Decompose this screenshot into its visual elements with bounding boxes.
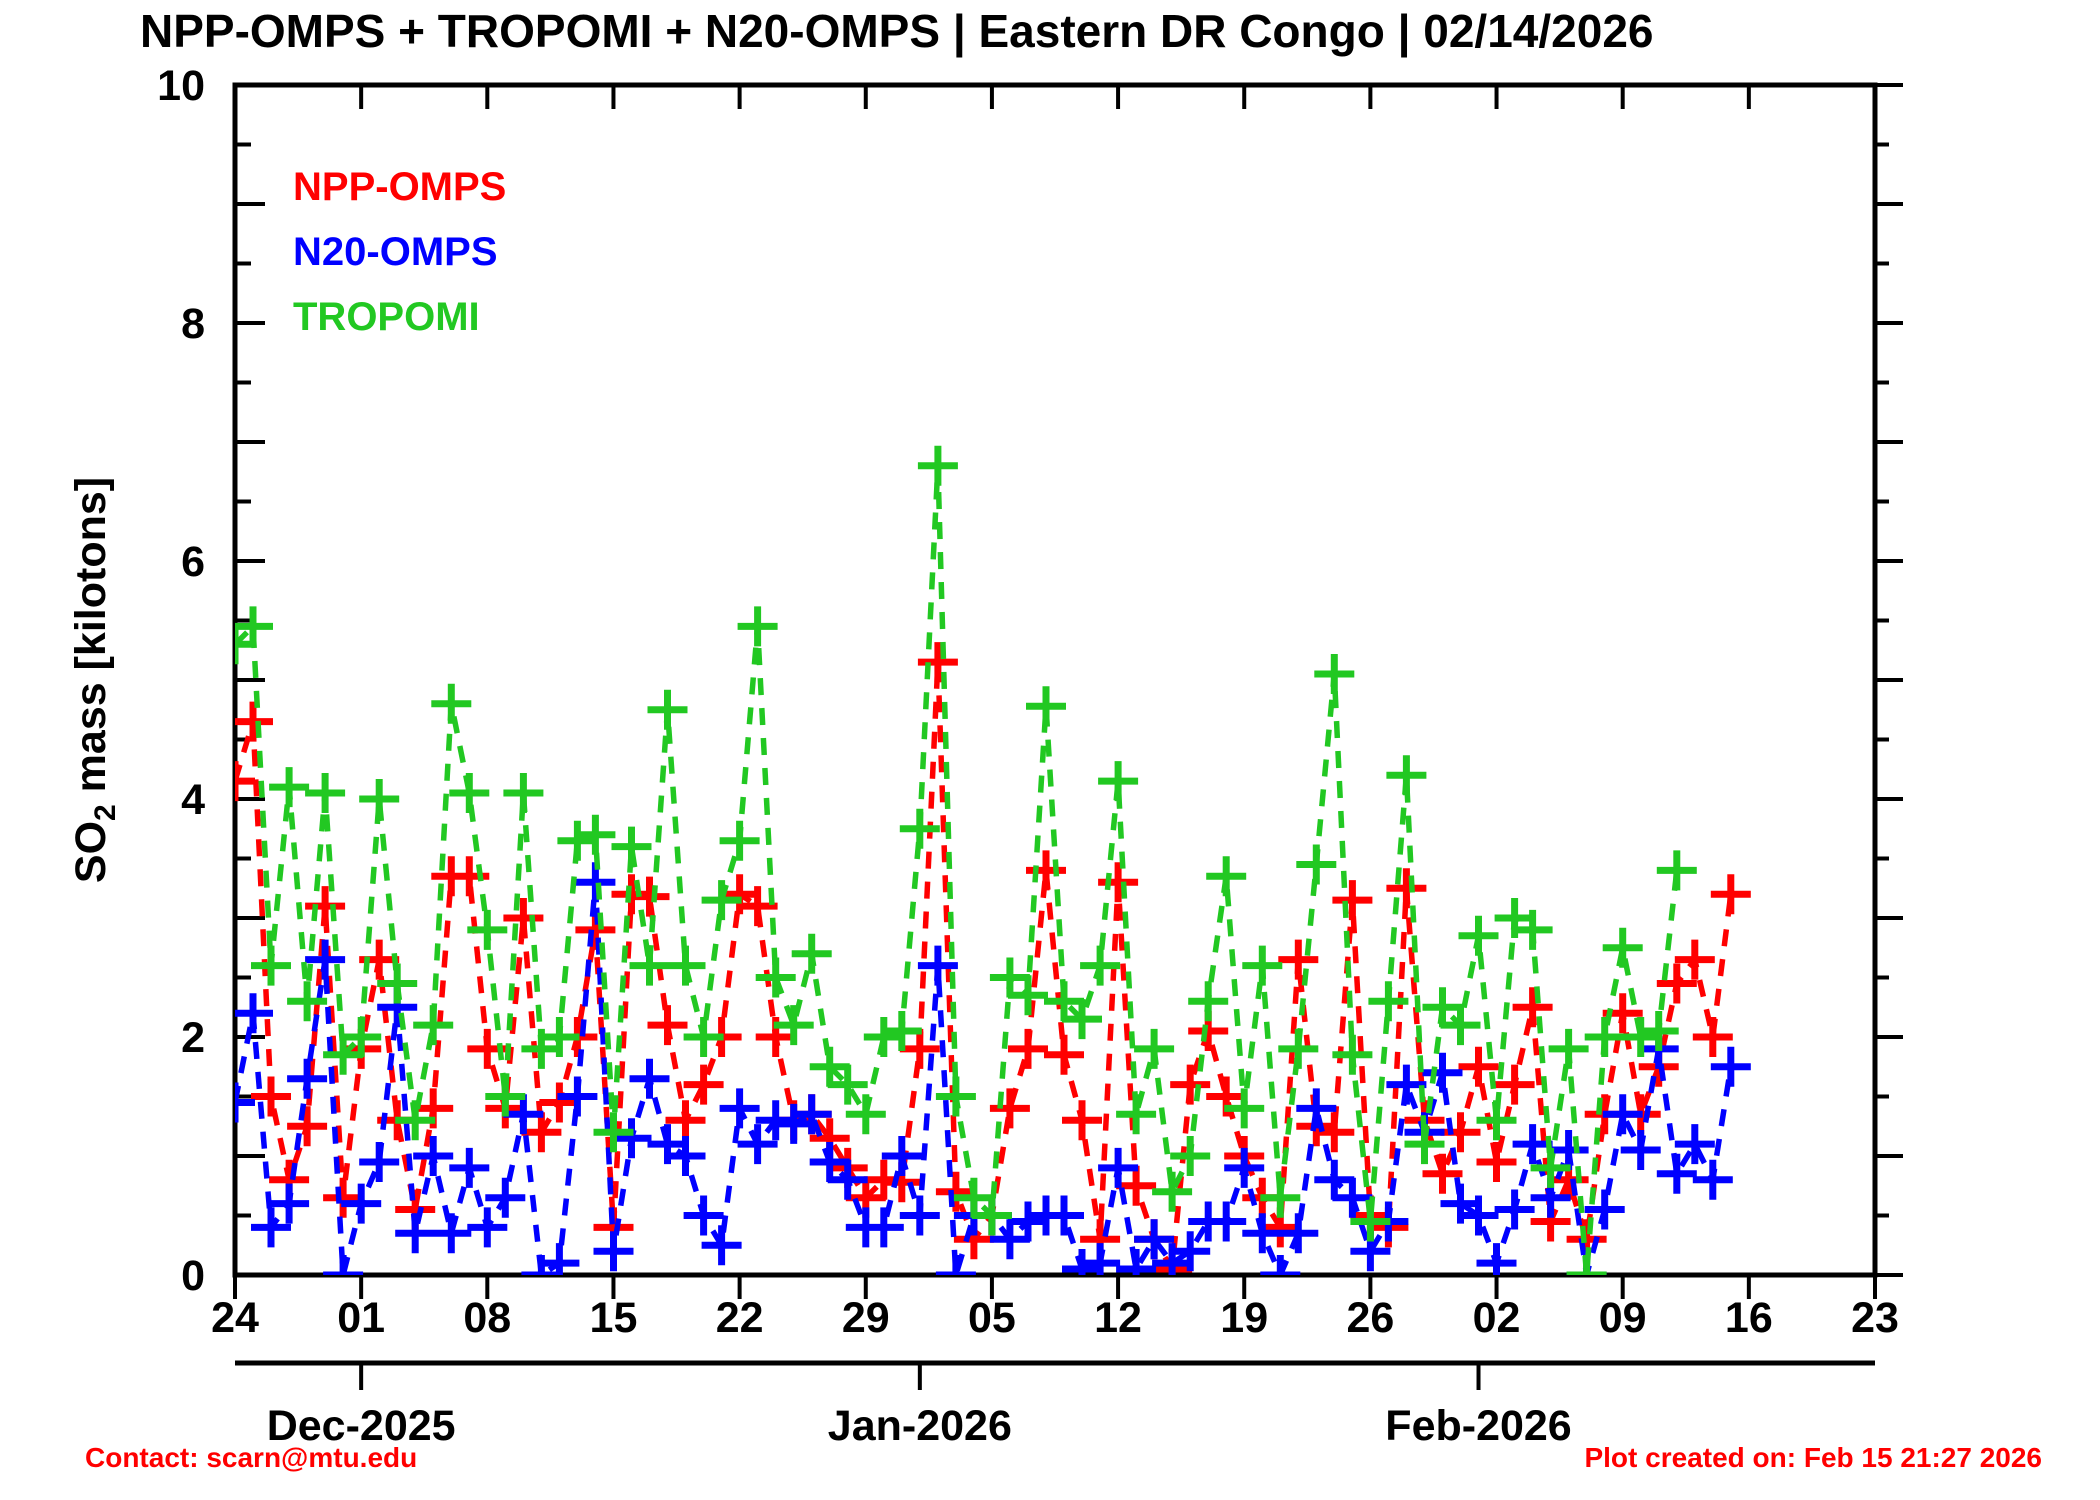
month-label: Jan-2026 <box>828 1402 1012 1450</box>
x-tick-label: 16 <box>1725 1294 1773 1342</box>
y-axis-title: SO2 mass [kilotons] <box>67 477 123 883</box>
y-axis-title-pre: SO <box>67 820 116 884</box>
chart-title: NPP-OMPS + TROPOMI + N20-OMPS | Eastern … <box>140 5 1654 57</box>
month-label: Feb-2026 <box>1385 1402 1571 1450</box>
series-line-npp-omps <box>235 661 1734 1275</box>
footer-contact: Contact: scarn@mtu.edu <box>85 1442 418 1473</box>
x-tick-label: 12 <box>1094 1294 1142 1342</box>
y-tick-label: 10 <box>157 62 205 110</box>
legend-item-npp-omps: NPP-OMPS <box>293 165 507 209</box>
x-tick-label: 19 <box>1220 1294 1268 1342</box>
y-tick-label: 8 <box>181 300 205 348</box>
x-tick-label: 23 <box>1851 1294 1899 1342</box>
y-tick-label: 6 <box>181 538 205 586</box>
x-tick-label: 24 <box>211 1294 259 1342</box>
series-markers-n20-omps <box>235 862 1751 1275</box>
legend: NPP-OMPS N20-OMPS TROPOMI <box>293 155 506 350</box>
y-axis-title-sub: 2 <box>88 804 122 821</box>
y-tick-label: 4 <box>181 776 205 824</box>
x-tick-label: 09 <box>1599 1294 1647 1342</box>
x-tick-label: 29 <box>842 1294 890 1342</box>
legend-item-tropomi: TROPOMI <box>293 295 480 339</box>
series-markers-tropomi <box>235 445 1697 1275</box>
y-tick-label: 0 <box>181 1252 205 1300</box>
x-tick-label: 05 <box>968 1294 1016 1342</box>
x-tick-label: 22 <box>716 1294 764 1342</box>
month-label: Dec-2025 <box>267 1402 456 1450</box>
footer-created: Plot created on: Feb 15 21:27 2026 <box>1584 1442 2042 1473</box>
x-tick-label: 01 <box>337 1294 385 1342</box>
x-tick-label: 02 <box>1473 1294 1521 1342</box>
x-tick-label: 26 <box>1346 1294 1394 1342</box>
x-tick-label: 08 <box>463 1294 511 1342</box>
legend-item-n20-omps: N20-OMPS <box>293 230 498 274</box>
y-axis-title-post: mass [kilotons] <box>67 476 116 805</box>
x-tick-label: 15 <box>590 1294 638 1342</box>
y-tick-label: 2 <box>181 1014 205 1062</box>
